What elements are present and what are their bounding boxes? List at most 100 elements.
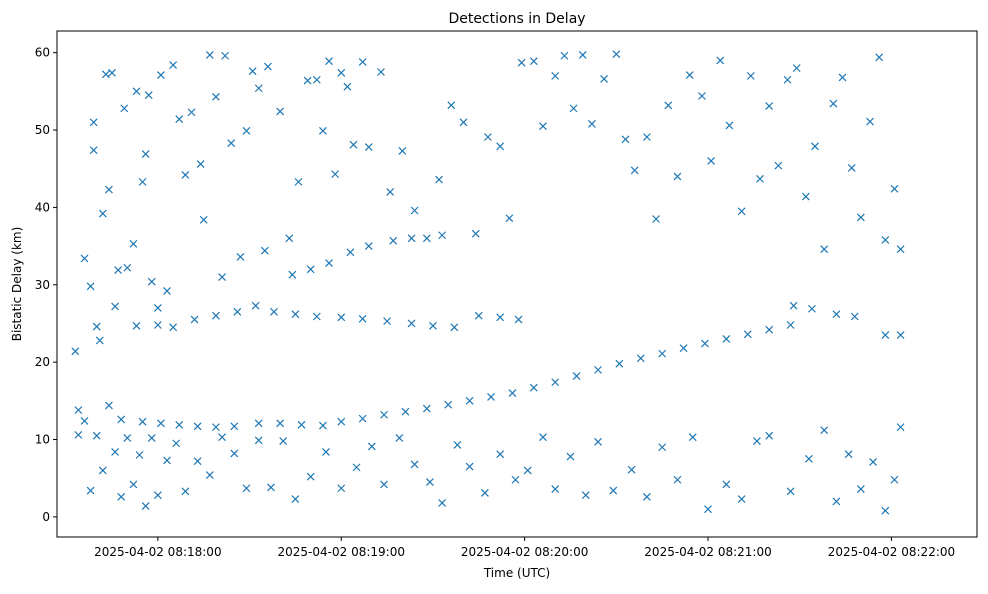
data-point (175, 115, 184, 124)
data-point (132, 321, 141, 330)
data-point (337, 68, 346, 77)
data-point (263, 62, 272, 71)
data-point (551, 485, 560, 493)
data-point (383, 317, 392, 326)
data-point (221, 51, 230, 60)
data-point (218, 273, 226, 281)
data-point (435, 175, 443, 184)
data-point (260, 246, 269, 255)
data-point (786, 321, 795, 329)
y-tick-label: 0 (42, 510, 50, 524)
data-point (753, 437, 761, 445)
data-point (254, 84, 263, 93)
data-point (135, 451, 144, 459)
data-point (881, 331, 890, 339)
data-point (212, 92, 220, 101)
data-point (581, 491, 590, 500)
data-point (380, 410, 388, 419)
data-point (89, 118, 98, 127)
data-point (847, 164, 856, 172)
data-point (539, 122, 547, 131)
plot-area-frame (56, 30, 978, 538)
data-point (153, 321, 162, 329)
data-point (129, 480, 138, 489)
data-point (529, 383, 538, 392)
data-point (242, 126, 251, 135)
data-point (642, 492, 651, 501)
data-point (141, 502, 150, 510)
data-point (108, 68, 116, 77)
data-point (129, 239, 138, 248)
data-point (746, 71, 755, 80)
data-point (337, 484, 346, 493)
x-tick-label: 2025-04-02 08:20:00 (461, 545, 588, 559)
data-point (896, 245, 905, 254)
data-point (551, 378, 560, 387)
data-point (80, 254, 89, 263)
data-point (147, 277, 156, 286)
data-point (808, 304, 816, 313)
data-point (312, 312, 321, 321)
data-point (117, 492, 126, 501)
data-point (765, 325, 774, 334)
data-point (120, 104, 129, 113)
y-tick-label: 60 (35, 46, 50, 60)
data-point (212, 423, 220, 432)
data-point (484, 133, 492, 141)
data-point (850, 312, 859, 321)
data-point (505, 214, 514, 223)
data-point (811, 142, 819, 151)
data-point (480, 488, 489, 497)
x-axis-label: Time (UTC) (483, 566, 550, 580)
data-point (673, 172, 682, 181)
data-point (875, 53, 884, 62)
data-point (74, 430, 83, 439)
data-point (254, 436, 263, 445)
data-point (474, 311, 483, 320)
data-point (621, 135, 630, 144)
data-point (725, 121, 734, 130)
data-point (80, 417, 89, 425)
data-point (701, 339, 709, 348)
data-point (829, 99, 838, 108)
data-point (704, 505, 712, 514)
data-point (169, 323, 178, 332)
data-point (896, 423, 905, 432)
data-point (890, 184, 899, 193)
data-point (297, 420, 306, 429)
y-axis: 0 10 20 30 40 50 60 (35, 46, 57, 524)
data-point (716, 56, 725, 65)
data-point (496, 313, 505, 322)
data-points (71, 50, 905, 515)
data-point (630, 166, 639, 175)
data-point (820, 245, 829, 254)
data-point (881, 235, 890, 244)
data-point (89, 146, 98, 155)
data-point (248, 67, 257, 76)
data-point (337, 313, 346, 322)
data-point (358, 414, 367, 423)
data-point (117, 415, 126, 424)
data-point (658, 443, 667, 452)
data-point (163, 456, 171, 465)
data-point (156, 419, 165, 428)
data-point (789, 301, 798, 310)
data-point (276, 419, 285, 428)
data-point (600, 75, 609, 83)
y-tick-label: 40 (35, 200, 50, 214)
data-point (529, 57, 538, 66)
data-point (175, 420, 184, 429)
data-point (218, 433, 226, 442)
data-point (444, 400, 453, 409)
data-point (318, 126, 327, 135)
data-point (685, 71, 694, 80)
data-point (205, 51, 214, 59)
data-point (303, 76, 312, 85)
data-point (322, 447, 330, 456)
data-point (471, 229, 480, 238)
data-point (312, 75, 321, 84)
data-point (450, 323, 459, 332)
data-point (609, 486, 618, 495)
data-point (325, 259, 333, 268)
data-point (627, 465, 636, 474)
